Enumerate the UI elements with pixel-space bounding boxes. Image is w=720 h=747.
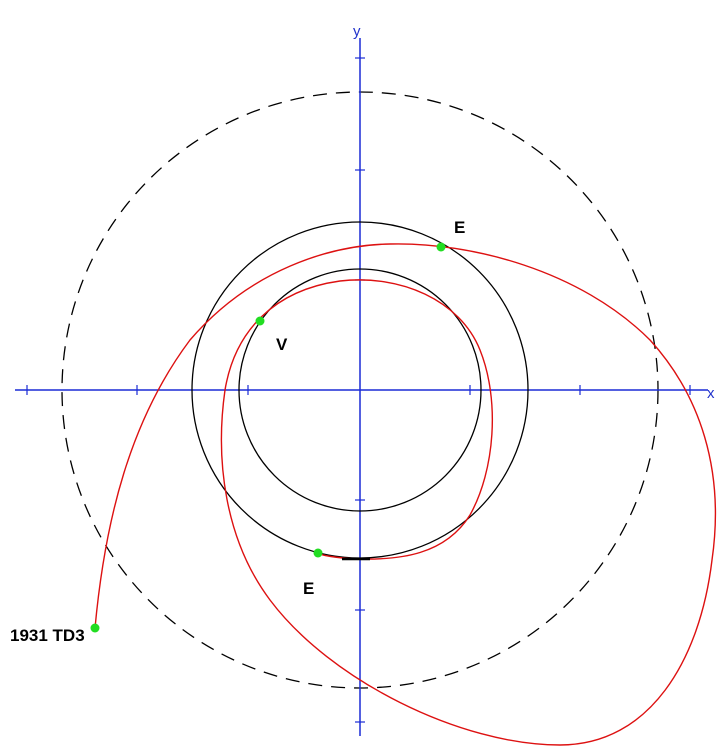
venus-orbit [238, 268, 482, 512]
y-axis-label: y [353, 23, 361, 40]
earth-label: E [303, 579, 314, 598]
asteroid-position [90, 623, 100, 633]
positions [90, 242, 446, 633]
venus-position [255, 316, 265, 326]
x-axis-label: x [707, 385, 715, 402]
earth-label: E [454, 218, 465, 237]
earth-position [436, 242, 446, 252]
venus-label: V [276, 335, 288, 354]
axes [15, 38, 708, 736]
asteroid-path [94, 243, 717, 746]
earth-position [313, 548, 323, 558]
asteroid-label: 1931 TD3 [10, 626, 85, 645]
